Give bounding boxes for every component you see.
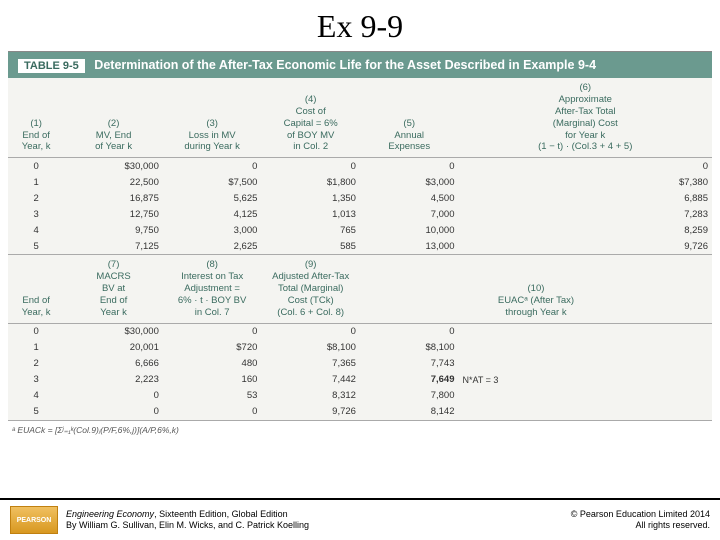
book-info: Engineering Economy, Sixteenth Edition, …	[66, 509, 309, 531]
col-header-6: (6) Approximate After-Tax Total (Margina…	[459, 78, 713, 158]
table-row: 49,7503,00076510,0008,259	[8, 222, 712, 238]
col-header-8: (8) Interest on Tax Adjustment = 6% · t …	[163, 255, 262, 323]
economic-life-table: (1) End of Year, k (2) MV, End of Year k…	[8, 78, 712, 421]
book-title: Engineering Economy	[66, 509, 154, 519]
col-header-7: (7) MACRS BV at End of Year k	[64, 255, 163, 323]
table-body-part1: 0$30,0000000 122,500$7,500$1,800$3,000$7…	[8, 158, 712, 255]
table-container: TABLE 9-5 Determination of the After-Tax…	[0, 51, 720, 436]
col-header-1: (1) End of Year, k	[8, 78, 64, 158]
copyright-line-1: © Pearson Education Limited 2014	[571, 509, 710, 520]
table-row: 122,500$7,500$1,800$3,000$7,380	[8, 174, 712, 190]
book-edition: , Sixteenth Edition, Global Edition	[154, 509, 288, 519]
table-row: 120,001$720$8,100$8,100	[8, 340, 712, 356]
table-row: 0$30,000000	[8, 323, 712, 340]
copyright-block: © Pearson Education Limited 2014 All rig…	[571, 509, 710, 531]
table-number-label: TABLE 9-5	[18, 59, 85, 73]
col-header-3: (3) Loss in MV during Year k	[163, 78, 262, 158]
col-header-year-2: End of Year, k	[8, 255, 64, 323]
table-footnote: ᵃ EUACk = [Σʲ₌₁ᵏ(Col.9)ⱼ(P/F,6%,j)](A/P,…	[8, 421, 712, 436]
page-footer: PEARSON Engineering Economy, Sixteenth E…	[0, 498, 720, 540]
table-row: 32,2231607,4427,649N*AT = 3	[8, 372, 712, 388]
copyright-line-2: All rights reserved.	[571, 520, 710, 531]
table-row: 57,1252,62558513,0009,726	[8, 238, 712, 255]
col-header-2: (2) MV, End of Year k	[64, 78, 163, 158]
col-header-9: (9) Adjusted After-Tax Total (Marginal) …	[261, 255, 360, 323]
book-authors: By William G. Sullivan, Elin M. Wicks, a…	[66, 520, 309, 531]
table-row: 5009,7268,142	[8, 404, 712, 421]
table-caption-text: Determination of the After-Tax Economic …	[94, 58, 596, 72]
table-caption-bar: TABLE 9-5 Determination of the After-Tax…	[8, 51, 712, 78]
table-row: 216,8755,6251,3504,5006,885	[8, 190, 712, 206]
table-body-part2: 0$30,000000 120,001$720$8,100$8,100 26,6…	[8, 323, 712, 420]
col-header-5: (5) Annual Expenses	[360, 78, 459, 158]
table-row: 40538,3127,800	[8, 388, 712, 404]
page-title: Ex 9-9	[0, 0, 720, 51]
table-row: 26,6664807,3657,743	[8, 356, 712, 372]
table-row: 0$30,0000000	[8, 158, 712, 175]
col-header-4: (4) Cost of Capital = 6% of BOY MV in Co…	[261, 78, 360, 158]
pearson-logo: PEARSON	[10, 506, 58, 534]
table-row: 312,7504,1251,0137,0007,283	[8, 206, 712, 222]
col-header-10: (10) EUACᵃ (After Tax) through Year k	[360, 255, 712, 323]
